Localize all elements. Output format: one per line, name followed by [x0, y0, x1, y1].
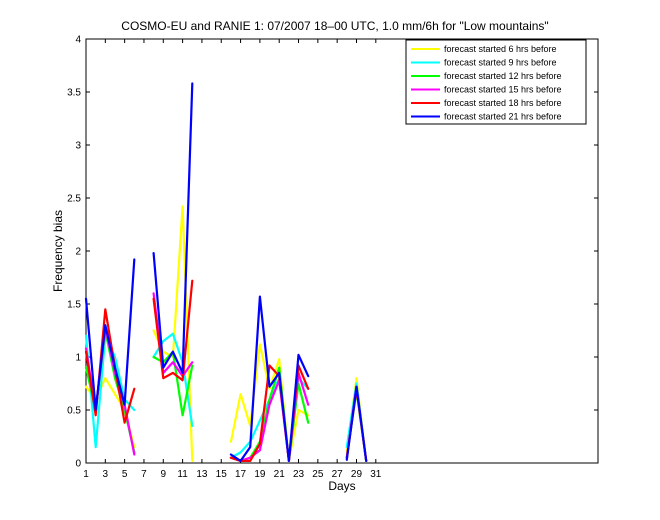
x-tick-label: 17	[235, 469, 247, 480]
y-tick-label: 0	[75, 459, 81, 470]
x-tick-label: 9	[161, 469, 167, 480]
y-tick-label: 3	[75, 141, 81, 152]
series-line	[229, 343, 310, 462]
legend: forecast started 6 hrs before forecast st…	[405, 39, 587, 125]
y-tick-label: 1	[75, 353, 81, 364]
y-tick-label: 2	[75, 247, 81, 258]
x-tick-label: 21	[274, 469, 286, 480]
series-line	[345, 385, 368, 462]
legend-label: forecast started 18 hrs before	[444, 98, 562, 108]
x-tick-label: 31	[370, 469, 382, 480]
y-tick-label: 1.5	[67, 300, 81, 311]
y-axis-label: Frequency bias	[51, 210, 65, 292]
x-tick-label: 13	[196, 469, 208, 480]
series-layer	[84, 82, 368, 462]
legend-label: forecast started 15 hrs before	[444, 85, 562, 95]
series-line	[152, 279, 194, 382]
x-tick-label: 25	[312, 469, 324, 480]
x-tick-label: 27	[332, 469, 344, 480]
x-tick-label: 5	[122, 469, 128, 480]
x-tick-label: 3	[103, 469, 109, 480]
x-tick-label: 7	[141, 469, 147, 480]
legend-label: forecast started 6 hrs before	[444, 44, 557, 54]
y-tick-label: 4	[75, 35, 81, 46]
x-axis: 1 3 5 7 9 11 13 15 17 19 21 23 25 27 29 31	[83, 39, 382, 480]
x-tick-label: 29	[351, 469, 363, 480]
y-tick-label: 2.5	[67, 194, 81, 205]
x-tick-label: 19	[254, 469, 266, 480]
y-tick-label: 3.5	[67, 88, 81, 99]
x-tick-label: 11	[177, 469, 188, 480]
legend-label: forecast started 21 hrs before	[444, 112, 562, 122]
series-line	[152, 82, 194, 374]
legend-label: forecast started 9 hrs before	[444, 58, 557, 68]
series-line	[84, 308, 136, 424]
x-tick-label: 23	[293, 469, 305, 480]
legend-box	[405, 39, 587, 125]
x-tick-label: 15	[216, 469, 228, 480]
x-tick-label: 1	[83, 469, 89, 480]
y-tick-label: 0.5	[67, 406, 81, 417]
chart-title: COSMO-EU and RANIE 1: 07/2007 18–00 UTC,…	[121, 19, 548, 33]
series-line	[84, 258, 136, 412]
legend-label: forecast started 12 hrs before	[444, 71, 562, 81]
x-axis-label: Days	[328, 479, 355, 493]
series-line	[229, 295, 310, 462]
